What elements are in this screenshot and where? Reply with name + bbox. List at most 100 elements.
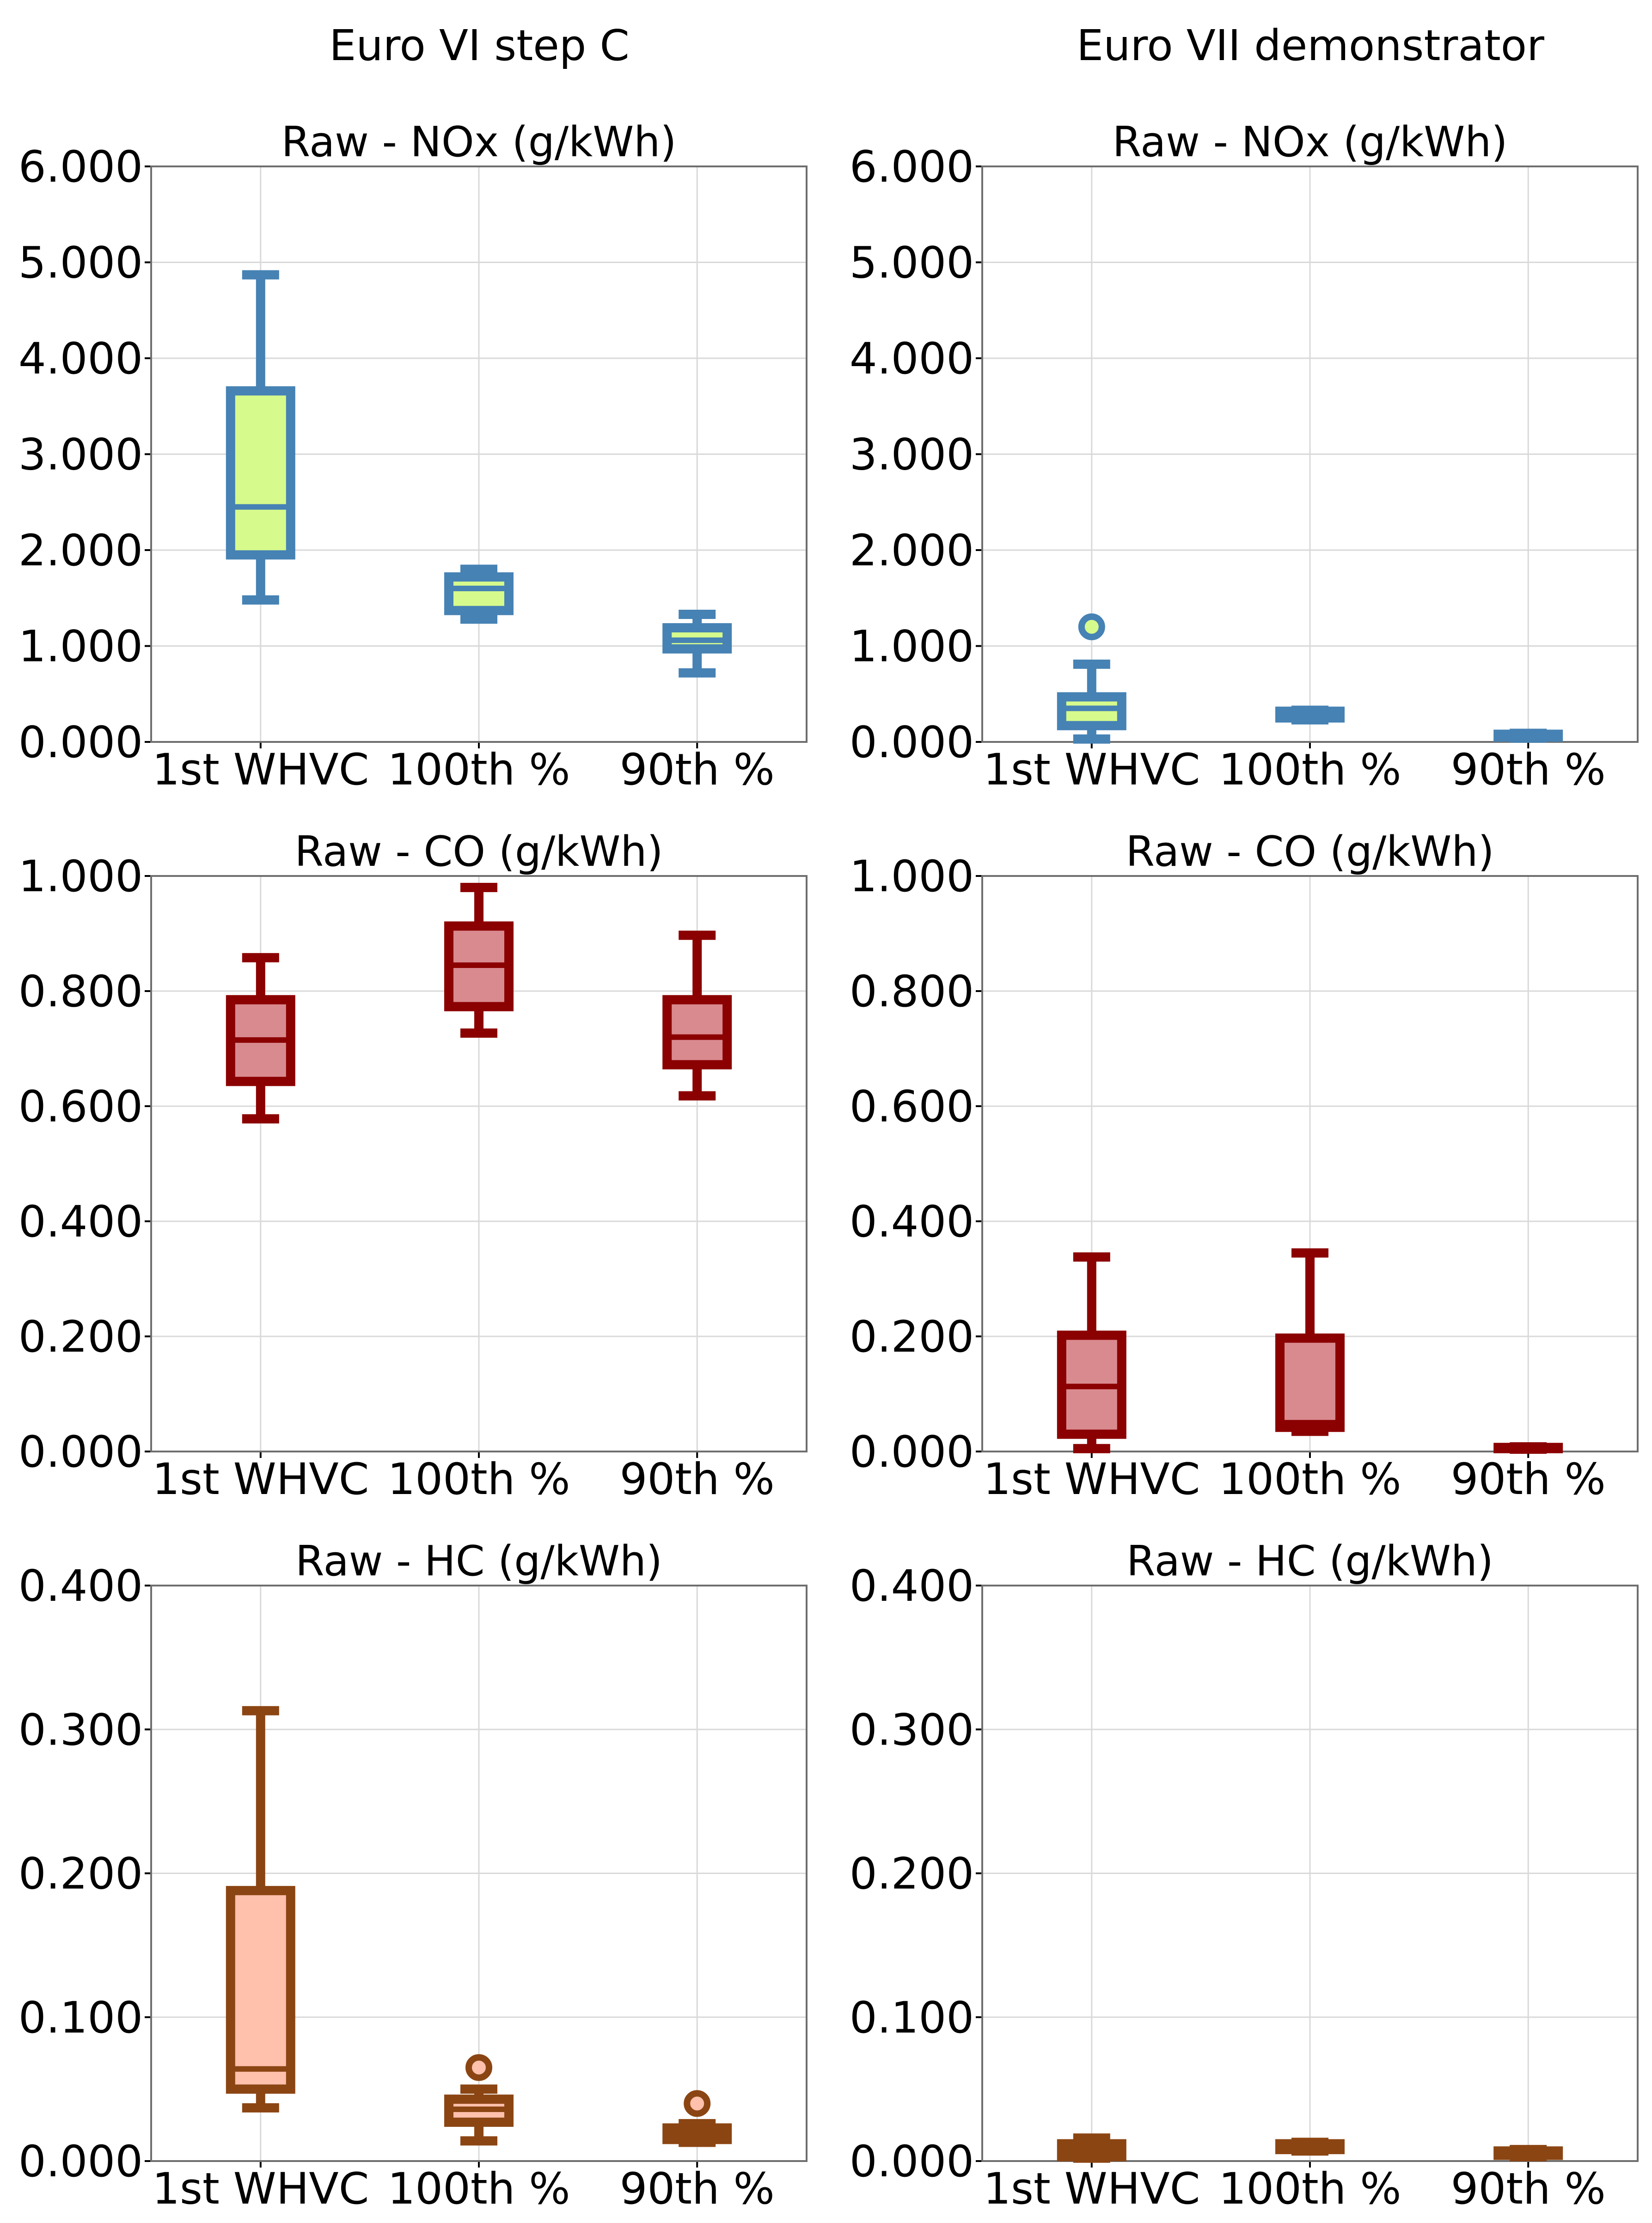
box-1 bbox=[1275, 705, 1345, 725]
x-tick-label: 1st WHVC bbox=[152, 1454, 369, 1505]
y-tick-label: 3.000 bbox=[850, 430, 974, 480]
y-tick-label: 1.000 bbox=[850, 851, 974, 902]
y-tick-label: 5.000 bbox=[850, 238, 974, 288]
y-tick-label: 0.000 bbox=[850, 1427, 974, 1477]
y-tick-label: 0.600 bbox=[850, 1082, 974, 1132]
chart-panel: 0.000 1.000 2.000 3.000 4.000 5.000 6.000 1st W… bbox=[850, 118, 1639, 795]
x-tick-label: 1st WHVC bbox=[983, 745, 1200, 795]
y-tick-label: 0.800 bbox=[850, 967, 974, 1017]
x-tick-label: 100th % bbox=[1218, 1454, 1401, 1505]
chart-panel: 0.000 0.100 0.200 0.300 0.400 1st WHVC 100th %… bbox=[850, 1537, 1639, 2214]
y-tick-label: 0.400 bbox=[850, 1561, 974, 1611]
x-tick-label: 90th % bbox=[620, 745, 775, 795]
y-tick-label: 0.600 bbox=[18, 1082, 143, 1132]
panel-title: Raw - CO (g/kWh) bbox=[1126, 827, 1494, 876]
y-tick-label: 0.000 bbox=[18, 1427, 143, 1477]
panel-title: Raw - NOx (g/kWh) bbox=[281, 118, 677, 166]
y-tick-label: 0.000 bbox=[18, 2137, 143, 2187]
box-body bbox=[1057, 692, 1126, 730]
box-2 bbox=[662, 610, 732, 678]
box-2 bbox=[1493, 729, 1563, 743]
y-tick-label: 1.000 bbox=[850, 622, 974, 672]
x-tick-label: 100th % bbox=[387, 2164, 570, 2214]
y-tick-label: 1.000 bbox=[18, 851, 143, 902]
outlier-point bbox=[1078, 613, 1105, 640]
box-body bbox=[1275, 1333, 1345, 1432]
box-0 bbox=[226, 953, 295, 1124]
panel-title: Raw - NOx (g/kWh) bbox=[1113, 118, 1508, 166]
y-tick-label: 0.400 bbox=[850, 1197, 974, 1247]
box-1 bbox=[444, 2054, 514, 2146]
box-0 bbox=[1057, 1252, 1126, 1453]
y-tick-label: 0.100 bbox=[850, 1993, 974, 2043]
y-tick-label: 0.200 bbox=[850, 1312, 974, 1362]
y-tick-label: 0.800 bbox=[18, 967, 143, 1017]
y-tick-label: 0.400 bbox=[18, 1561, 143, 1611]
y-tick-label: 3.000 bbox=[18, 430, 143, 480]
box-2 bbox=[662, 931, 732, 1101]
y-tick-label: 1.000 bbox=[18, 622, 143, 672]
box-body bbox=[226, 386, 295, 560]
y-tick-label: 0.100 bbox=[18, 1993, 143, 2043]
x-tick-label: 1st WHVC bbox=[983, 1454, 1200, 1505]
y-tick-label: 0.300 bbox=[850, 1705, 974, 1755]
panel-title: Raw - HC (g/kWh) bbox=[1126, 1537, 1493, 1586]
box-2 bbox=[1493, 2145, 1563, 2162]
y-tick-label: 4.000 bbox=[850, 334, 974, 384]
box-body bbox=[662, 995, 732, 1070]
y-tick-label: 4.000 bbox=[18, 334, 143, 384]
y-tick-label: 5.000 bbox=[18, 238, 143, 288]
chart-panel: 0.000 1.000 2.000 3.000 4.000 5.000 6.000 1st W… bbox=[18, 118, 808, 795]
x-tick-label: 90th % bbox=[620, 2164, 775, 2214]
x-tick-label: 100th % bbox=[1218, 745, 1401, 795]
box-2 bbox=[662, 2090, 732, 2147]
box-2 bbox=[1493, 1442, 1563, 1454]
box-0 bbox=[1057, 2133, 1126, 2163]
box-body bbox=[444, 572, 514, 615]
box-body bbox=[226, 1886, 295, 2094]
chart-panel: 0.000 0.200 0.400 0.600 0.800 1.000 1st WHVC 10… bbox=[850, 827, 1639, 1505]
box-0 bbox=[226, 1706, 295, 2113]
plot-frame bbox=[150, 1585, 808, 2162]
y-tick-label: 0.000 bbox=[850, 717, 974, 768]
plot-frame bbox=[981, 165, 1639, 743]
panel-title: Raw - CO (g/kWh) bbox=[294, 827, 663, 876]
y-tick-label: 0.200 bbox=[18, 1849, 143, 1899]
y-tick-label: 0.200 bbox=[850, 1849, 974, 1899]
x-tick-label: 90th % bbox=[620, 1454, 775, 1505]
x-tick-label: 1st WHVC bbox=[152, 2164, 369, 2214]
x-tick-label: 90th % bbox=[1451, 1454, 1606, 1505]
plot-frame bbox=[150, 875, 808, 1452]
chart-panels: 0.000 1.000 2.000 3.000 4.000 5.000 6.000 1st W… bbox=[18, 118, 1639, 2214]
y-tick-label: 0.000 bbox=[18, 717, 143, 768]
chart-panel: 0.000 0.100 0.200 0.300 0.400 1st WHVC 100th %… bbox=[18, 1537, 808, 2214]
x-tick-label: 1st WHVC bbox=[983, 2164, 1200, 2214]
y-tick-label: 6.000 bbox=[18, 142, 143, 192]
y-tick-label: 0.000 bbox=[850, 2137, 974, 2187]
x-tick-label: 90th % bbox=[1451, 2164, 1606, 2214]
plot-frame bbox=[981, 1585, 1639, 2162]
plot-frame bbox=[150, 165, 808, 743]
x-tick-label: 90th % bbox=[1451, 745, 1606, 795]
y-tick-label: 2.000 bbox=[850, 526, 974, 576]
column-title-euro-vi: Euro VI step C bbox=[329, 21, 630, 70]
column-title-euro-vii: Euro VII demonstrator bbox=[1077, 21, 1544, 70]
box-0 bbox=[226, 270, 295, 605]
chart-panel: 0.000 0.200 0.400 0.600 0.800 1.000 1st WHVC 10… bbox=[18, 827, 808, 1505]
y-tick-label: 0.400 bbox=[18, 1197, 143, 1247]
box-1 bbox=[444, 564, 514, 624]
x-tick-label: 1st WHVC bbox=[152, 745, 369, 795]
box-1 bbox=[1275, 2137, 1345, 2156]
plot-frame bbox=[981, 875, 1639, 1452]
box-1 bbox=[444, 882, 514, 1038]
box-1 bbox=[1275, 1248, 1345, 1436]
x-tick-label: 100th % bbox=[387, 745, 570, 795]
outlier-point bbox=[465, 2054, 492, 2081]
box-0 bbox=[1057, 613, 1126, 744]
y-tick-label: 0.300 bbox=[18, 1705, 143, 1755]
panel-title: Raw - HC (g/kWh) bbox=[295, 1537, 662, 1586]
y-tick-label: 0.200 bbox=[18, 1312, 143, 1362]
y-tick-label: 6.000 bbox=[850, 142, 974, 192]
outlier-point bbox=[684, 2090, 711, 2117]
